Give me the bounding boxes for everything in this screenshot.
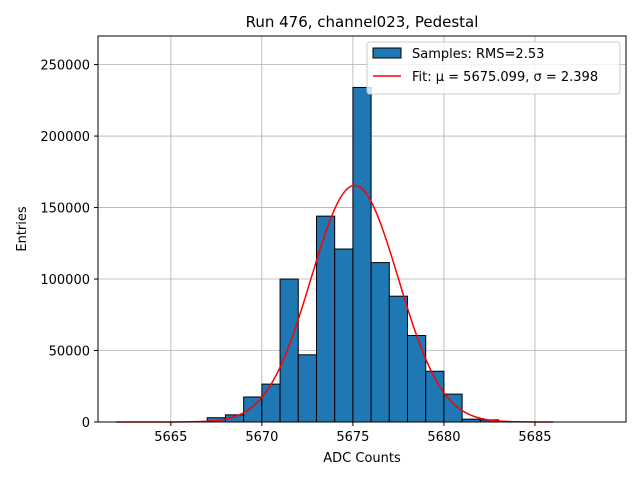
histogram-bar [370,262,390,423]
x-tick-label: 5680 [427,430,460,445]
x-tick-label: 5685 [518,430,551,445]
plot-frame [97,35,627,423]
histogram-bars [206,86,518,423]
histogram-bar [352,86,372,423]
chart-title: Run 476, channel023, Pedestal [246,13,479,31]
y-tick-label: 0 [82,416,90,431]
legend-label-fit: Fit: μ = 5675.099, σ = 2.398 [412,70,598,85]
histogram-bar [297,354,317,423]
axis-ticks: 5665 5670 5675 5680 5685 0 50000 100000 150000 20… [40,59,551,445]
y-tick-label: 250000 [40,59,90,74]
x-axis-label: ADC Counts [323,451,401,466]
y-axis-label: Entries [15,206,30,252]
x-tick-label: 5670 [245,430,278,445]
x-tick-label: 5675 [336,430,369,445]
y-tick-label: 50000 [49,345,90,360]
y-tick-label: 100000 [40,273,90,288]
legend-box [366,41,621,95]
histogram-bar [334,248,354,423]
histogram-bar [261,383,281,423]
histogram-bar [407,335,427,423]
legend-label-samples: Samples: RMS=2.53 [412,47,544,62]
y-tick-label: 150000 [40,202,90,217]
histogram-bar [388,295,409,423]
legend-swatch-samples [372,47,402,59]
y-tick-label: 200000 [40,130,90,145]
histogram-bar [315,215,336,423]
x-tick-label: 5665 [154,430,187,445]
legend: Samples: RMS=2.53 Fit: μ = 5675.099, σ =… [366,41,621,95]
histogram-bar [279,278,299,423]
